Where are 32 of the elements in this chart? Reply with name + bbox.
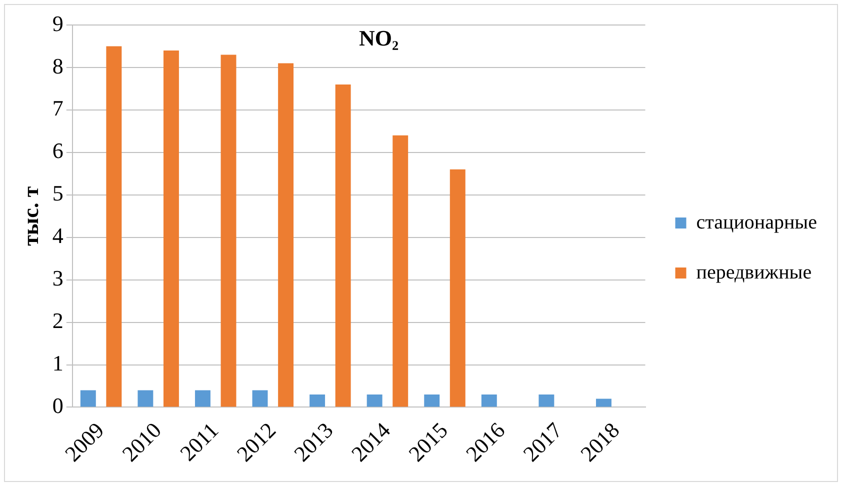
bar — [80, 390, 96, 407]
x-tick-label: 2011 — [175, 418, 224, 466]
bar — [163, 50, 179, 407]
chart-title: NO₂ — [359, 26, 400, 51]
y-tick-label: 3 — [52, 266, 64, 291]
bar — [481, 394, 497, 407]
y-tick-label: 6 — [52, 138, 64, 164]
y-tick-label: 5 — [52, 180, 64, 206]
y-tick-label: 8 — [52, 53, 64, 78]
y-tick-label: 4 — [52, 223, 64, 248]
y-tick-label: 9 — [52, 10, 64, 36]
bar — [392, 135, 408, 407]
bar — [366, 394, 382, 407]
bar — [335, 84, 351, 407]
y-tick-label: 1 — [52, 350, 64, 376]
bar — [252, 390, 268, 407]
y-axis-title: тыс. т — [18, 186, 43, 246]
y-tick-label: 7 — [52, 96, 64, 121]
bar — [596, 398, 612, 407]
bar — [220, 54, 236, 407]
bar — [138, 390, 154, 407]
legend-label: стационарные — [696, 211, 818, 234]
legend-label: передвижные — [696, 261, 812, 284]
bar — [310, 394, 326, 407]
y-tick-label: 2 — [52, 308, 64, 334]
bar — [538, 394, 554, 407]
bar — [278, 63, 294, 407]
bar — [194, 390, 210, 407]
bar — [450, 169, 466, 407]
bar — [424, 394, 440, 407]
bar — [106, 46, 122, 407]
y-tick-label: 0 — [52, 393, 64, 418]
